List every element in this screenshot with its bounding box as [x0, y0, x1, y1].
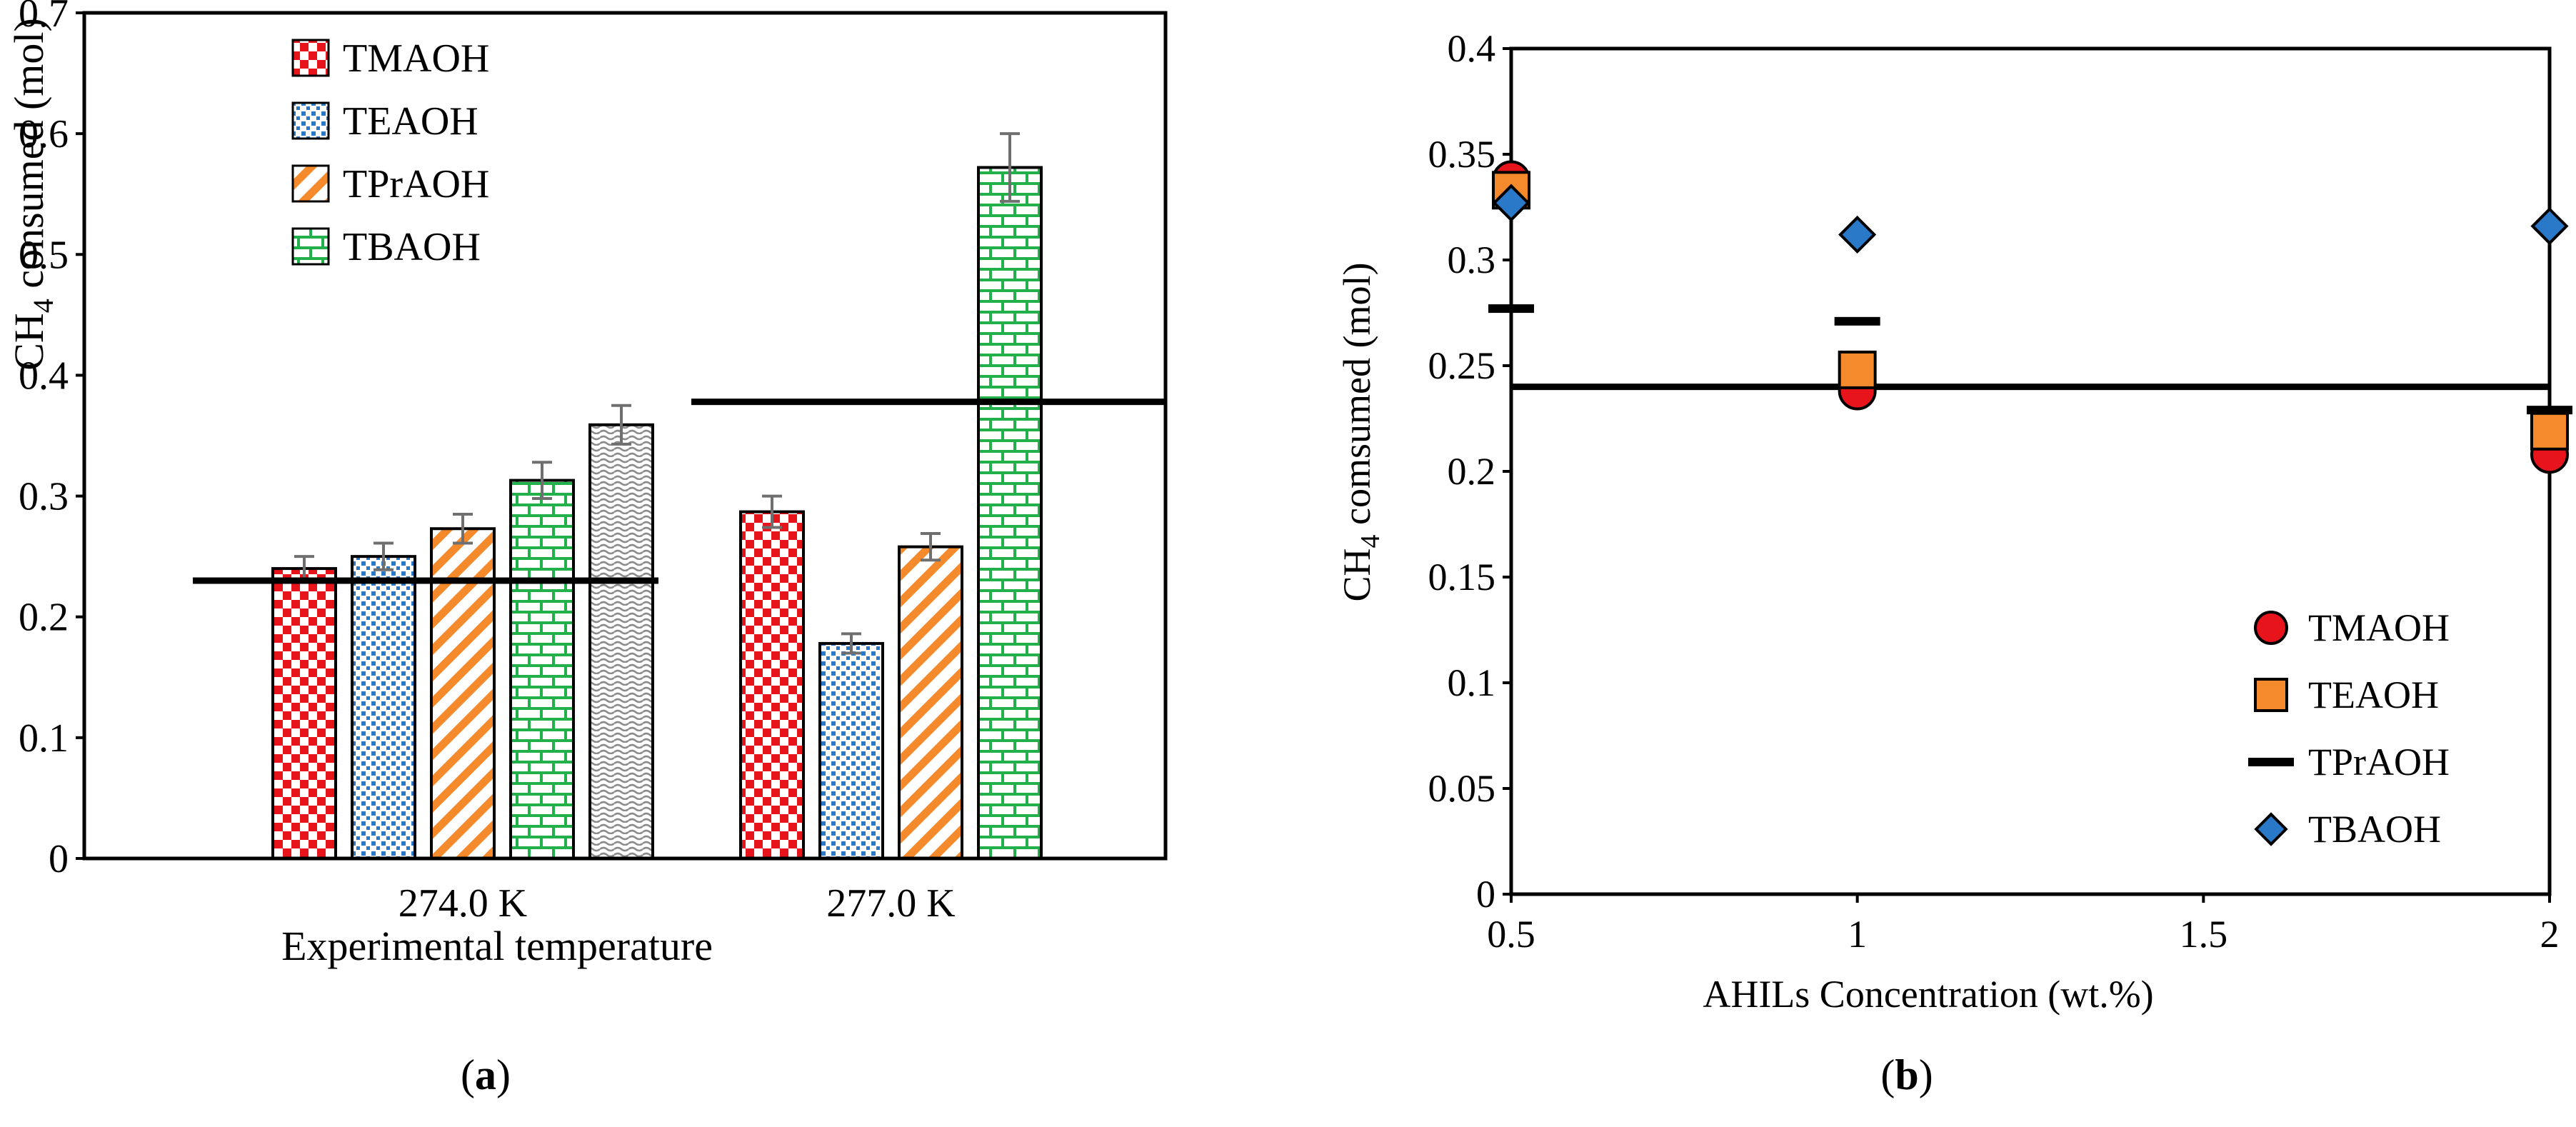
y-tick-label: 0.05: [1428, 767, 1496, 810]
y-tick-label: 0.2: [1448, 450, 1496, 493]
point-teaoh: [1838, 350, 1877, 389]
legend-label: TBAOH: [2308, 808, 2441, 851]
x-axis-label: AHILs Concentration (wt.%): [1703, 973, 2153, 1016]
legend-marker-teaoh: [2254, 678, 2288, 712]
data-points: [1488, 160, 2572, 474]
y-tick-label: 0.6: [19, 112, 69, 156]
bar-tmaoh-1: [739, 510, 805, 860]
x-tick-label: 2: [2540, 913, 2560, 956]
x-tick-label: 0.5: [1487, 913, 1535, 956]
legend-marker-tpraoh: [2248, 758, 2294, 766]
panel-a-bar-chart: 0 0.1 0.2 0.3 0.4 0.5 0.6 0.7 274.0 K 277.0 K TM…: [6, 0, 1168, 1098]
legend: TMAOH TEAOH TPrAOH TBAOH: [291, 36, 489, 269]
y-tick-label: 0.2: [19, 596, 69, 640]
y-tick-label: 0.4: [1448, 27, 1496, 70]
bar-tpraoh-1: [898, 545, 963, 861]
y-tick-label: 0.1: [19, 716, 69, 761]
bar-tbaoh-1: [977, 166, 1043, 860]
panel-b-scatter-chart: 0 0.05 0.1 0.15 0.2 0.25 0.3 0.35 0.4 0.5 1 1.5 2 T…: [1335, 27, 2572, 1098]
point-teaoh: [2530, 411, 2569, 451]
legend-swatch-tbaoh: [291, 227, 330, 266]
y-tick-label: 0: [49, 837, 69, 881]
plot-frame: [82, 11, 1168, 861]
panel-label-b: (b): [1880, 1051, 1933, 1098]
y-axis-label: CH4 consumed (mol): [6, 18, 59, 371]
legend-label: TEAOH: [2308, 673, 2439, 716]
y-tick-label: 0.25: [1428, 344, 1496, 387]
bar-tbaoh-0: [509, 479, 575, 860]
y-tick-label: 0.7: [19, 0, 69, 36]
bar-group: [271, 166, 1043, 861]
x-tick-label: 1: [1848, 913, 1867, 956]
y-tick-label: 0.3: [1448, 239, 1496, 281]
legend-label: TEAOH: [343, 99, 478, 144]
point-tbaoh: [1838, 215, 1877, 254]
x-tick-label: 277.0 K: [826, 881, 955, 926]
legend-label: TPrAOH: [2308, 741, 2450, 783]
y-tick-labels: 0 0.05 0.1 0.15 0.2 0.25 0.3 0.35 0.4: [1428, 27, 1496, 916]
x-tick-label: 274.0 K: [399, 881, 527, 926]
legend-marker-tmaoh: [2254, 611, 2288, 645]
axes-frame: [76, 11, 1168, 861]
legend-marker-tbaoh: [2254, 812, 2288, 846]
bar-tmaoh-0: [271, 567, 337, 860]
y-tick-label: 0.5: [19, 233, 69, 277]
y-tick-label: 0.3: [19, 475, 69, 519]
y-tick-label: 0.15: [1428, 556, 1496, 598]
y-axis-label: CH4 comsumed (mol): [1335, 263, 1385, 602]
legend-label: TMAOH: [343, 36, 489, 81]
legend-swatch-teaoh: [291, 101, 330, 140]
bar-teaoh-0: [351, 555, 416, 861]
y-tick-label: 0.35: [1428, 133, 1496, 176]
x-tick-labels: 274.0 K 277.0 K: [399, 881, 956, 926]
x-tick-label: 1.5: [2180, 913, 2228, 956]
legend: TMAOH TEAOH TPrAOH TBAOH: [2248, 606, 2450, 851]
legend-label: TBAOH: [343, 225, 481, 269]
y-tick-label: 0.4: [19, 354, 69, 398]
bar-teaoh-1: [818, 641, 884, 860]
legend-label: TMAOH: [2308, 606, 2450, 649]
y-tick-label: 0.1: [1448, 661, 1496, 704]
x-axis-label: Experimental temperature: [281, 923, 713, 969]
panel-label-a: (a): [461, 1051, 511, 1098]
error-bars: [294, 132, 1020, 655]
bar-control-0: [588, 423, 654, 860]
x-tick-labels: 0.5 1 1.5 2: [1487, 913, 2559, 956]
legend-label: TPrAOH: [343, 162, 489, 206]
point-tpraoh: [1834, 316, 1880, 326]
point-tpraoh: [1488, 304, 1534, 314]
point-tbaoh: [1492, 184, 1530, 222]
reference-lines: [193, 399, 1166, 584]
legend-swatch-tmaoh: [291, 39, 330, 77]
y-tick-label: 0: [1476, 873, 1495, 916]
point-tpraoh: [2527, 406, 2572, 415]
point-tbaoh: [2530, 207, 2569, 246]
y-tick-labels: 0 0.1 0.2 0.3 0.4 0.5 0.6 0.7: [19, 0, 69, 881]
legend-swatch-tpraoh: [291, 164, 330, 203]
